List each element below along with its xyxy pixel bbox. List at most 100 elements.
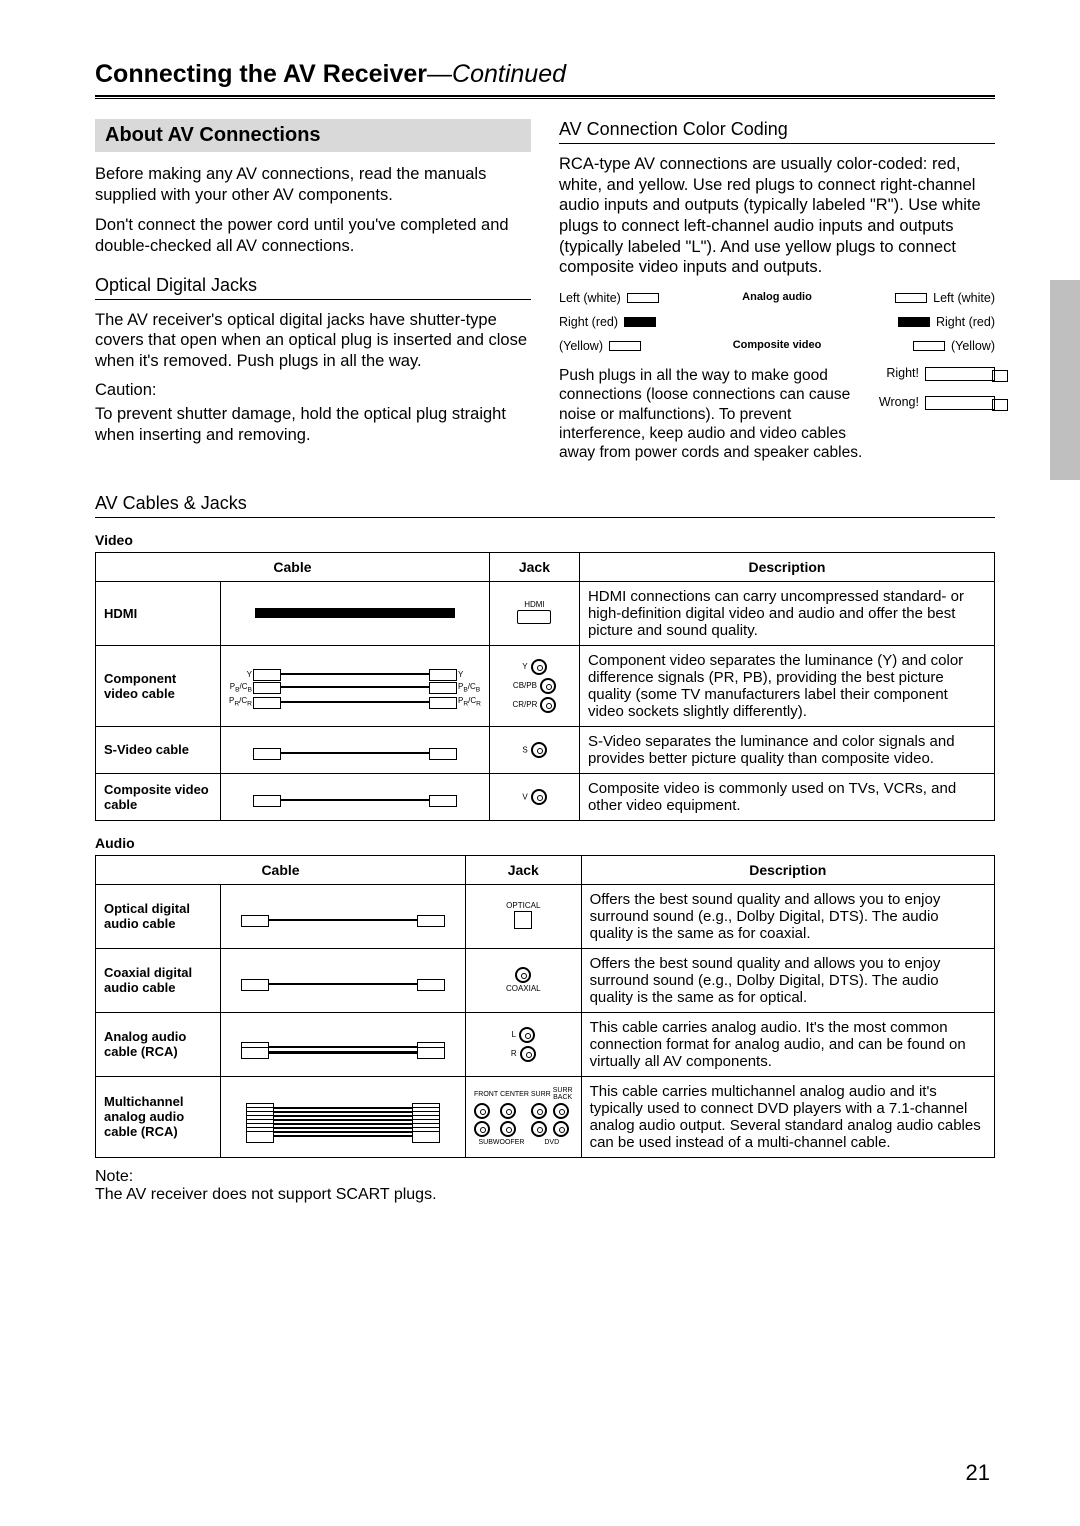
hdmi-cable-icon — [255, 608, 455, 618]
cable-description: Composite video is commonly used on TVs,… — [579, 773, 994, 820]
cable-name: Optical digital audio cable — [96, 884, 221, 948]
plug-white-icon — [895, 293, 927, 303]
optical-jacks-text: The AV receiver's optical digital jacks … — [95, 310, 531, 372]
rca-jack-icon — [531, 659, 547, 675]
cable-illustration — [221, 581, 490, 645]
cable-illustration: YY PB/CBPB/CB PR/CRPR/CR — [221, 645, 490, 726]
jack-illustration: FRONTCENTERSURRSURR BACK SUBWOOFERDVD — [466, 1076, 582, 1157]
rca-jack-icon — [519, 1027, 535, 1043]
page-number: 21 — [966, 1460, 990, 1486]
cable-description: Offers the best sound quality and allows… — [581, 884, 994, 948]
label-wrong: Wrong! — [879, 395, 919, 411]
plug-tips-text: Push plugs in all the way to make good c… — [559, 367, 862, 462]
col-cable: Cable — [96, 552, 490, 581]
col-jack: Jack — [489, 552, 579, 581]
label-yellow-r: (Yellow) — [951, 336, 995, 356]
jack-illustration: COAXIAL — [466, 948, 582, 1012]
hdmi-jack-icon — [517, 610, 551, 624]
cable-name: Coaxial digital audio cable — [96, 948, 221, 1012]
table-row: Analog audio cable (RCA) L R This cable … — [96, 1012, 995, 1076]
cable-name: Component video cable — [96, 645, 221, 726]
svideo-jack-icon — [531, 742, 547, 758]
cable-illustration — [221, 726, 490, 773]
cable-illustration — [221, 884, 466, 948]
table-row: HDMI HDMI HDMI connections can carry unc… — [96, 581, 995, 645]
cable-name: S-Video cable — [96, 726, 221, 773]
plug-correct-icon — [925, 367, 995, 381]
page-title-continued: —Continued — [427, 60, 566, 88]
title-rule — [95, 95, 995, 99]
label-right-red-r: Right (red) — [936, 312, 995, 332]
cable-description: This cable carries analog audio. It's th… — [581, 1012, 994, 1076]
page-content: Connecting the AV Receiver—Continued Abo… — [0, 0, 1080, 1244]
cable-description: HDMI connections can carry uncompressed … — [579, 581, 994, 645]
note-text: The AV receiver does not support SCART p… — [95, 1186, 437, 1203]
cable-description: Offers the best sound quality and allows… — [581, 948, 994, 1012]
col-jack: Jack — [466, 855, 582, 884]
table-row: Component video cable YY PB/CBPB/CB PR/C… — [96, 645, 995, 726]
page-title: Connecting the AV Receiver—Continued — [95, 60, 995, 95]
rca-jack-icon — [520, 1046, 536, 1062]
svideo-cable-icon — [255, 752, 455, 754]
plug-wrong-icon — [925, 396, 995, 410]
label-right-ok: Right! — [886, 366, 919, 382]
two-column-region: About AV Connections Before making any A… — [95, 119, 995, 463]
cable-name: Composite video cable — [96, 773, 221, 820]
cable-illustration — [221, 1076, 466, 1157]
table-row: S-Video cable S S-Video separates the lu… — [96, 726, 995, 773]
coaxial-jack-icon — [515, 967, 531, 983]
intro-paragraph-1: Before making any AV connections, read t… — [95, 164, 531, 205]
label-analog-audio: Analog audio — [665, 289, 889, 307]
cable-description: S-Video separates the luminance and colo… — [579, 726, 994, 773]
plug-color-diagram: Left (white) Analog audio Left (white) R… — [559, 288, 995, 356]
cable-illustration — [221, 773, 490, 820]
color-coding-heading: AV Connection Color Coding — [559, 119, 995, 144]
col-cable: Cable — [96, 855, 466, 884]
optical-jacks-heading: Optical Digital Jacks — [95, 275, 531, 300]
side-index-tab — [1050, 280, 1080, 480]
cable-name: Multichannel analog audio cable (RCA) — [96, 1076, 221, 1157]
multichannel-jack-icon: FRONTCENTERSURRSURR BACK SUBWOOFERDVD — [474, 1087, 573, 1146]
audio-cable-table: Cable Jack Description Optical digital a… — [95, 855, 995, 1158]
composite-cable-icon — [255, 799, 455, 801]
cable-illustration — [221, 1012, 466, 1076]
table-row: Multichannel analog audio cable (RCA) FR… — [96, 1076, 995, 1157]
label-yellow: (Yellow) — [559, 336, 603, 356]
caution-label: Caution: — [95, 381, 531, 400]
jack-illustration: Y CB/PB CR/PR — [489, 645, 579, 726]
right-column: AV Connection Color Coding RCA-type AV c… — [559, 119, 995, 463]
caution-text: To prevent shutter damage, hold the opti… — [95, 404, 531, 445]
col-desc: Description — [581, 855, 994, 884]
plug-red-icon — [898, 317, 930, 327]
cable-description: This cable carries multichannel analog a… — [581, 1076, 994, 1157]
video-cable-table: Cable Jack Description HDMI HDMI HDMI co… — [95, 552, 995, 821]
rca-jack-icon — [540, 697, 556, 713]
left-column: About AV Connections Before making any A… — [95, 119, 531, 463]
about-av-heading: About AV Connections — [95, 119, 531, 152]
av-cables-heading: AV Cables & Jacks — [95, 493, 995, 518]
cable-name: Analog audio cable (RCA) — [96, 1012, 221, 1076]
label-right-red: Right (red) — [559, 312, 618, 332]
coaxial-cable-icon — [243, 983, 443, 985]
table-row: Composite video cable V Composite video … — [96, 773, 995, 820]
intro-paragraph-2: Don't connect the power cord until you'v… — [95, 215, 531, 256]
label-left-white: Left (white) — [559, 288, 621, 308]
page-title-main: Connecting the AV Receiver — [95, 60, 427, 88]
jack-illustration: L R — [466, 1012, 582, 1076]
optical-cable-icon — [243, 919, 443, 921]
table-row: Coaxial digital audio cable COAXIAL Offe… — [96, 948, 995, 1012]
jack-illustration: V — [489, 773, 579, 820]
audio-table-label: Audio — [95, 835, 995, 851]
table-row: Optical digital audio cable OPTICAL Offe… — [96, 884, 995, 948]
composite-jack-icon — [531, 789, 547, 805]
plug-yellow-icon — [913, 341, 945, 351]
cable-illustration — [221, 948, 466, 1012]
cable-name: HDMI — [96, 581, 221, 645]
jack-illustration: S — [489, 726, 579, 773]
video-table-label: Video — [95, 532, 995, 548]
jack-illustration: HDMI — [489, 581, 579, 645]
label-composite-video: Composite video — [647, 337, 907, 355]
multichannel-cable-icon — [248, 1107, 438, 1137]
plug-white-icon — [627, 293, 659, 303]
col-desc: Description — [579, 552, 994, 581]
